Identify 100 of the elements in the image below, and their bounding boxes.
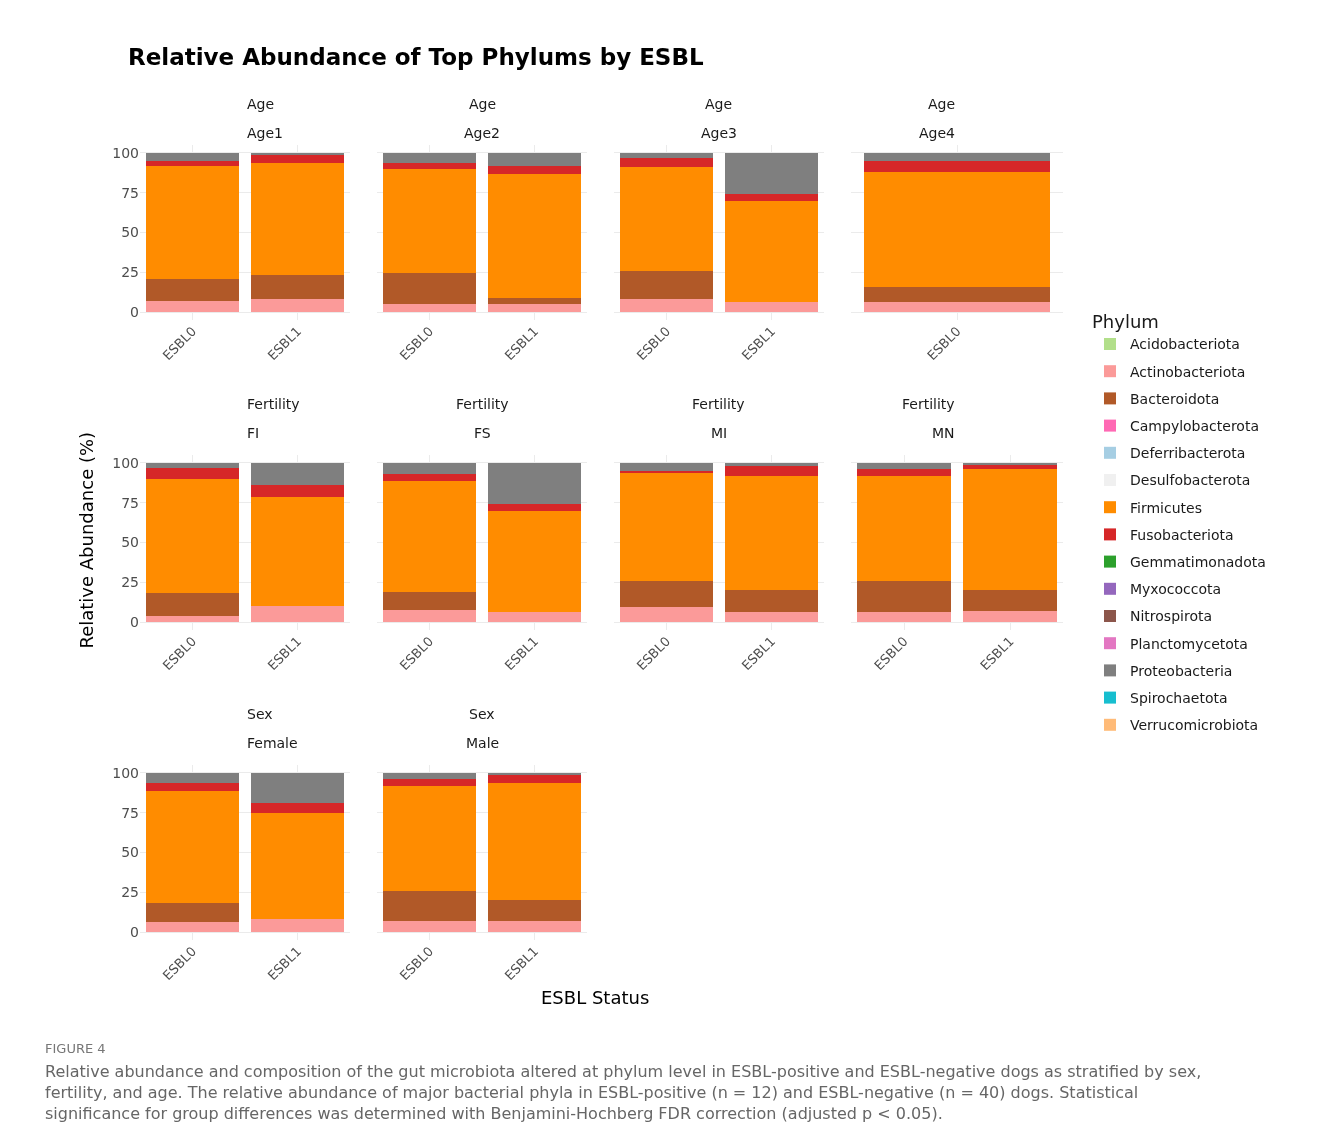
bar: [383, 168, 476, 274]
bar: [488, 173, 581, 298]
bar: [488, 611, 581, 623]
bar: [383, 779, 476, 786]
legend-label: Proteobacteria: [1130, 662, 1233, 679]
bar: [146, 791, 239, 903]
bar: [725, 200, 818, 302]
y-tick-label: 100: [112, 144, 139, 161]
chart-subtitle: Age1: [247, 125, 283, 141]
chart-subtitle: MI: [711, 425, 728, 441]
bar: [620, 581, 713, 607]
y-tick-label: 0: [130, 303, 139, 320]
bar: [146, 467, 239, 479]
legend-label: Firmicutes: [1130, 499, 1202, 516]
bar: [383, 462, 476, 475]
legend-label: Actinobacteriota: [1130, 363, 1246, 380]
legend-label: Acidobacteriota: [1130, 336, 1240, 353]
bar: [857, 611, 951, 623]
bar: [725, 466, 818, 476]
bar: [488, 297, 581, 305]
bar: [383, 474, 476, 482]
bar: [620, 271, 713, 300]
bar: [620, 157, 713, 168]
bar: [863, 152, 1051, 161]
bar: [488, 504, 581, 511]
chart-subtitle: Female: [247, 735, 298, 751]
y-tick-label: 0: [130, 923, 139, 940]
bar: [146, 615, 239, 623]
bar: [383, 162, 476, 169]
bar: [620, 299, 713, 313]
chart-title: Sex: [247, 706, 273, 722]
bar: [383, 481, 476, 592]
bar: [251, 162, 344, 275]
bar: [963, 468, 1057, 591]
chart-subtitle: Age3: [701, 125, 737, 141]
text: ESBL Status: [541, 987, 650, 1008]
bar: [146, 160, 239, 166]
chart-title: Age: [247, 96, 275, 112]
y-tick-label: 50: [121, 224, 139, 241]
bar: [620, 606, 713, 623]
legend-label: Verrucomicrobiota: [1130, 717, 1259, 734]
bar: [146, 300, 239, 313]
chart-title: Fertility: [456, 396, 509, 412]
chart-title: Age: [928, 96, 956, 112]
chart-title: Age: [705, 96, 733, 112]
bar: [488, 900, 581, 921]
bar: [488, 304, 581, 313]
y-tick-label: 75: [121, 184, 139, 201]
chart-subtitle: FS: [474, 425, 491, 441]
chart-subtitle: MN: [932, 425, 955, 441]
bar: [251, 772, 344, 804]
bar: [963, 610, 1057, 623]
bar: [251, 812, 344, 919]
bar: [251, 497, 344, 607]
bar: [620, 472, 713, 582]
bar: [863, 160, 1051, 173]
legend-label: Planctomycetota: [1130, 635, 1248, 652]
y-tick-label: 25: [121, 884, 139, 901]
bar: [963, 590, 1057, 611]
bar: [251, 485, 344, 498]
bar: [725, 194, 818, 201]
bar: [146, 152, 239, 161]
bar: [251, 803, 344, 813]
bar: [488, 152, 581, 166]
bar: [146, 921, 239, 933]
chart-title: Sex: [469, 706, 495, 722]
bar: [146, 772, 239, 783]
y-tick-label: 100: [112, 454, 139, 471]
legend-label: Gemmatimonadota: [1130, 554, 1266, 571]
bar: [251, 462, 344, 486]
bar: [383, 304, 476, 313]
legend-label: Desulfobacterota: [1130, 472, 1251, 489]
chart-title: Fertility: [692, 396, 745, 412]
legend-title: Phylum: [1092, 311, 1159, 333]
bar: [488, 462, 581, 505]
y-tick-label: 75: [121, 804, 139, 821]
chart-subtitle: Age2: [464, 125, 500, 141]
bar: [863, 286, 1051, 302]
bar: [251, 274, 344, 299]
bar: [383, 785, 476, 892]
bar: [251, 606, 344, 623]
bar: [857, 475, 951, 582]
legend-label: Campylobacterota: [1130, 418, 1259, 435]
text: Relative abundance and composition of the gut microbiota altered at phylum level in ESBL-positive and ESBL-negative dogs as stratified by sex, fertility, and age. The relative abundance of major bacterial phyla in ESBL-positive (n = 12) and ESBL-negative (n = 40) dogs. Statistical significance for group differences was determined with Benjamini-Hochberg FDR correction (adjusted p < 0.05).: [45, 1062, 1202, 1123]
bar: [725, 301, 818, 313]
text: Relative Abundance of Top Phylums by ESBL: [128, 44, 704, 70]
y-tick-label: 75: [121, 494, 139, 511]
bar: [146, 165, 239, 279]
bar: [251, 298, 344, 313]
bar: [146, 462, 239, 468]
chart-subtitle: FI: [247, 425, 260, 441]
bar: [620, 152, 713, 158]
bar: [488, 775, 581, 783]
bar: [725, 475, 818, 591]
text: Relative Abundance (%): [75, 431, 97, 649]
legend-label: Myxococcota: [1130, 581, 1222, 598]
bar: [383, 891, 476, 921]
bar: [620, 167, 713, 272]
bar: [146, 902, 239, 922]
bar: [383, 591, 476, 611]
